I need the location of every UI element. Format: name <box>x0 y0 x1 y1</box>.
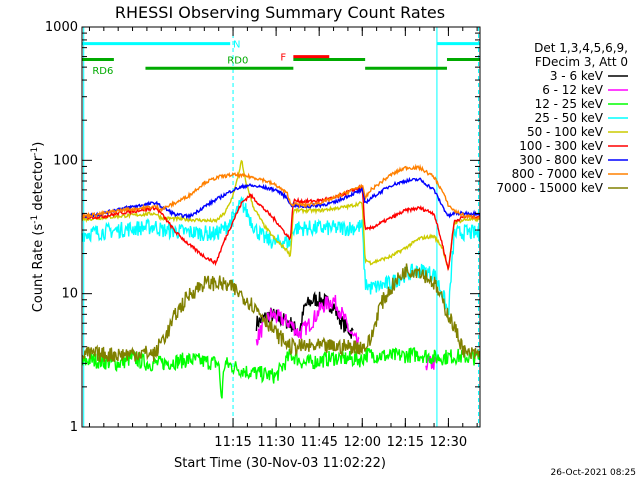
y-axis-label: Count Rate (s-1 detector-1) <box>30 142 46 313</box>
legend-label: 7000 - 15000 keV <box>496 181 603 195</box>
series-line <box>81 163 481 221</box>
series-line <box>255 291 354 339</box>
y-tick-label: 100 <box>53 153 78 168</box>
series-line <box>81 184 481 272</box>
legend-label: 25 - 50 keV <box>535 111 604 125</box>
x-axis-ticks: 11:15 11:30 11:45 12:00 12:15 12:30 <box>88 27 478 450</box>
legend-header-line-2: FDecim 3, Att 0 <box>535 55 628 69</box>
x-tick-label: 11:30 <box>257 435 294 450</box>
x-axis-label: Start Time (30-Nov-03 11:02:22) <box>174 456 386 471</box>
legend-header-line-1: Det 1,3,4,5,6,9, <box>534 41 628 55</box>
legend-label: 6 - 12 keV <box>542 83 604 97</box>
legend-label: 800 - 7000 keV <box>512 167 604 181</box>
annotation-label: F <box>280 53 286 64</box>
plot-frame <box>81 26 481 428</box>
y-tick-label: 1000 <box>45 20 78 35</box>
x-tick-label: 11:15 <box>214 435 251 450</box>
legend-label: 100 - 300 keV <box>519 139 603 153</box>
legend-label: 300 - 800 keV <box>519 153 603 167</box>
x-tick-label: 12:15 <box>387 435 424 450</box>
y-tick-label: 10 <box>61 287 78 302</box>
series-line <box>81 159 481 270</box>
annotation-label: N <box>233 40 240 51</box>
x-tick-label: 11:45 <box>300 435 337 450</box>
chart-title: RHESSI Observing Summary Count Rates <box>115 3 445 22</box>
y-tick-label: 1 <box>70 420 78 435</box>
annotation-label: RD0 <box>227 56 248 67</box>
legend-label: 50 - 100 keV <box>527 125 604 139</box>
y-axis-ticks: 1 10 100 1000 <box>45 20 480 435</box>
legend-label: 12 - 25 keV <box>535 97 604 111</box>
series-line <box>81 263 480 363</box>
x-tick-label: 12:30 <box>430 435 467 450</box>
x-tick-label: 12:00 <box>344 435 381 450</box>
series-line <box>81 347 481 399</box>
annotation-label: RD6 <box>92 66 113 77</box>
series-line <box>81 176 481 220</box>
timestamp: 26-Oct-2021 08:25 <box>551 468 636 478</box>
legend-label: 3 - 6 keV <box>550 69 604 83</box>
legend: Det 1,3,4,5,6,9, FDecim 3, Att 0 3 - 6 k… <box>496 41 628 195</box>
data-layer: N F RD0 RD6 <box>81 27 481 427</box>
